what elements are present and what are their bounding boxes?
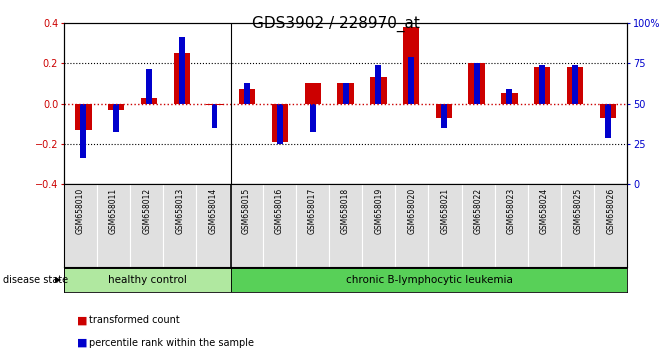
Text: GSM658026: GSM658026 — [607, 187, 615, 234]
Text: ■: ■ — [77, 315, 88, 325]
Bar — [507, 90, 513, 104]
Bar — [211, 104, 217, 128]
Text: ■: ■ — [77, 338, 88, 348]
Text: GSM658019: GSM658019 — [374, 187, 383, 234]
Bar — [534, 67, 550, 104]
Bar — [408, 57, 414, 104]
Bar — [305, 84, 321, 104]
Bar — [113, 104, 119, 132]
Text: GSM658025: GSM658025 — [573, 187, 582, 234]
Text: GSM658015: GSM658015 — [242, 187, 250, 234]
Bar — [561, 184, 595, 267]
Text: percentile rank within the sample: percentile rank within the sample — [89, 338, 254, 348]
Text: GSM658023: GSM658023 — [507, 187, 516, 234]
Bar — [174, 53, 190, 104]
Bar — [130, 184, 163, 267]
Bar — [277, 104, 283, 144]
Bar — [244, 84, 250, 104]
Bar — [343, 84, 348, 104]
Bar — [64, 184, 97, 267]
Text: healthy control: healthy control — [108, 275, 187, 285]
Bar — [75, 104, 92, 130]
Text: GDS3902 / 228970_at: GDS3902 / 228970_at — [252, 16, 419, 32]
Bar — [567, 67, 583, 104]
Text: ▶: ▶ — [55, 275, 62, 285]
Bar — [528, 184, 561, 267]
Bar — [468, 63, 485, 104]
Text: GSM658018: GSM658018 — [341, 187, 350, 234]
Text: GSM658020: GSM658020 — [407, 187, 417, 234]
Text: chronic B-lymphocytic leukemia: chronic B-lymphocytic leukemia — [346, 275, 513, 285]
Text: GSM658012: GSM658012 — [142, 187, 151, 234]
Bar — [231, 268, 627, 292]
Bar — [495, 184, 528, 267]
Bar — [146, 69, 152, 104]
Bar — [262, 184, 296, 267]
Bar — [501, 93, 517, 104]
Bar — [338, 84, 354, 104]
Bar — [81, 104, 87, 158]
Bar — [599, 104, 616, 118]
Bar — [97, 184, 130, 267]
Bar — [395, 184, 429, 267]
Text: GSM658017: GSM658017 — [308, 187, 317, 234]
Bar — [572, 65, 578, 104]
Bar — [310, 104, 316, 132]
Text: GSM658016: GSM658016 — [274, 187, 284, 234]
Bar — [108, 104, 124, 110]
Bar — [229, 184, 262, 267]
Bar — [64, 268, 231, 292]
Bar — [197, 184, 229, 267]
Bar — [429, 184, 462, 267]
Text: GSM658011: GSM658011 — [109, 187, 118, 234]
Bar — [272, 104, 289, 142]
Bar — [362, 184, 395, 267]
Text: disease state: disease state — [3, 275, 68, 285]
Text: GSM658014: GSM658014 — [209, 187, 217, 234]
Bar — [178, 37, 185, 104]
Bar — [163, 184, 197, 267]
Bar — [141, 97, 157, 104]
Bar — [239, 90, 256, 104]
Text: transformed count: transformed count — [89, 315, 180, 325]
Bar — [462, 184, 495, 267]
Bar — [474, 63, 480, 104]
Bar — [539, 65, 545, 104]
Bar — [296, 184, 329, 267]
Bar — [441, 104, 447, 128]
Text: GSM658024: GSM658024 — [540, 187, 549, 234]
Bar — [375, 65, 381, 104]
Bar — [595, 184, 627, 267]
Text: GSM658010: GSM658010 — [76, 187, 85, 234]
Bar — [370, 78, 386, 104]
Bar — [403, 27, 419, 104]
Bar — [329, 184, 362, 267]
Bar — [435, 104, 452, 118]
Text: GSM658021: GSM658021 — [441, 187, 450, 234]
Text: GSM658022: GSM658022 — [474, 187, 482, 234]
Bar — [605, 104, 611, 138]
Text: GSM658013: GSM658013 — [175, 187, 185, 234]
